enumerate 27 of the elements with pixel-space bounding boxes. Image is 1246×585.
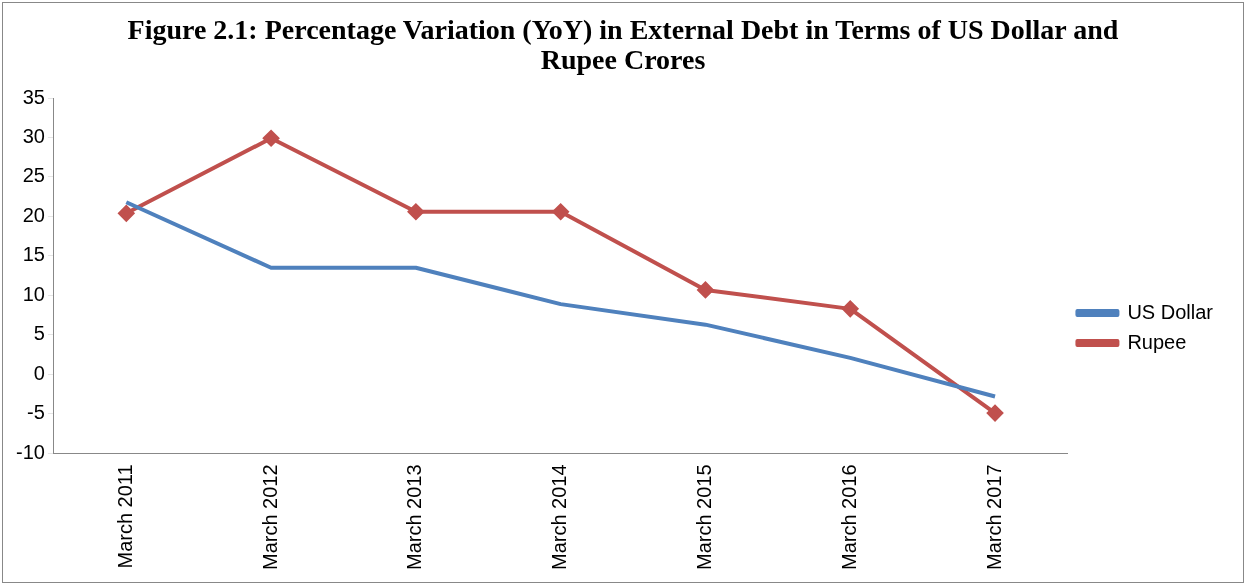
x-tick-label: March 2013 (403, 464, 426, 571)
x-tick-label: March 2012 (258, 464, 281, 571)
y-tick-label: 5 (33, 322, 45, 345)
x-tick-label: March 2015 (692, 464, 715, 571)
point (552, 203, 569, 220)
point (697, 281, 714, 298)
y-tick-label: 30 (22, 125, 45, 147)
x-tick-label: March 2016 (837, 464, 860, 571)
point (263, 130, 280, 147)
x-tick-label: March 2017 (982, 464, 1005, 571)
x-tick-label: March 2014 (548, 464, 571, 571)
point (987, 405, 1004, 422)
y-tick-label: 15 (22, 243, 45, 266)
y-tick-label: -10 (16, 440, 45, 463)
legend-label: US Dollar (1127, 300, 1214, 323)
chart-title: Figure 2.1: Percentage Variation (YoY) in External Debt in Terms of US Dollar and Rupee Crores (126, 14, 1120, 75)
y-tick-label: -5 (27, 401, 45, 424)
y-tick-label: 0 (33, 361, 45, 384)
y-tick-label: 35 (22, 85, 45, 108)
y-tick-label: 25 (22, 164, 45, 187)
legend-label: Rupee (1127, 330, 1187, 353)
y-tick-label: 20 (22, 203, 45, 226)
y-tick-label: 10 (22, 282, 45, 305)
point (118, 205, 135, 222)
point (842, 300, 859, 317)
point (407, 203, 424, 220)
x-tick-label: March 2011 (113, 464, 136, 569)
